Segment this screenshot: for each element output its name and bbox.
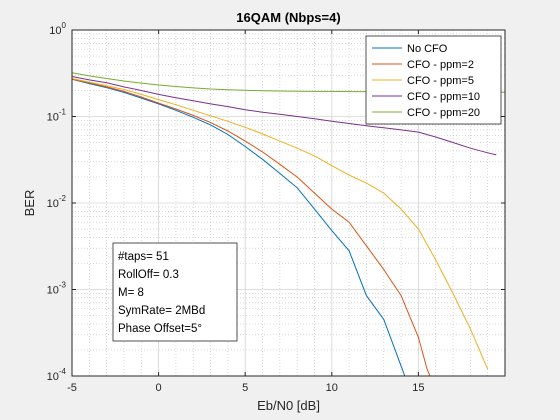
chart-title: 16QAM (Nbps=4) (236, 10, 340, 25)
legend-entry: No CFO (407, 43, 448, 55)
series-lines (72, 72, 505, 376)
legend-entry: CFO - ppm=2 (407, 59, 474, 71)
y-tick-label: 10-2 (47, 194, 67, 210)
x-tick-label: -5 (67, 382, 77, 394)
y-tick-label: 10-1 (47, 108, 67, 124)
series-line-1 (72, 78, 406, 376)
legend-entry: CFO - ppm=5 (407, 75, 474, 87)
x-tick-label: 10 (326, 382, 338, 394)
x-tick-label: 15 (412, 382, 424, 394)
annotation-line: #taps= 51 (118, 251, 169, 263)
annotation-line: Phase Offset=5° (118, 323, 202, 335)
annotation-line: M= 8 (118, 287, 144, 299)
annotation-box (112, 242, 238, 342)
y-axis-ticks: 100 10-1 10-2 10-3 10-4 (47, 21, 505, 383)
y-tick-label: 10-4 (47, 367, 67, 383)
legend: No CFO CFO - ppm=2 CFO - ppm=5 CFO - ppm=10… (365, 35, 502, 125)
legend-entry: CFO - ppm=10 (407, 91, 480, 103)
parameter-annotation-box: #taps= 51 RollOff= 0.3 M= 8 SymRate= 2MBd Ph… (112, 242, 238, 342)
x-tick-label: 0 (156, 382, 162, 394)
annotation-line: SymRate= 2MBd (118, 305, 205, 317)
y-axis-label: BER (22, 190, 37, 217)
x-tick-label: 5 (242, 382, 248, 394)
series-line-3 (72, 78, 489, 370)
y-tick-label: 10-3 (47, 281, 67, 297)
x-axis-ticks: -5 0 5 10 15 (67, 30, 425, 394)
series-line-4 (72, 76, 497, 156)
y-tick-label: 100 (49, 21, 66, 37)
annotation-line: RollOff= 0.3 (118, 269, 179, 281)
x-axis-label: Eb/N0 [dB] (257, 398, 320, 413)
series-line-2 (72, 78, 431, 376)
legend-entry: CFO - ppm=20 (407, 107, 480, 119)
